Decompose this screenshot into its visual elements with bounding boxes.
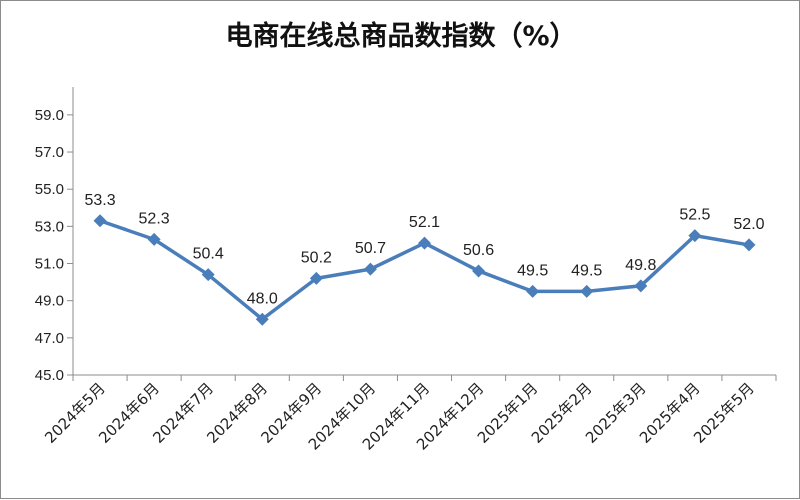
data-label: 53.3 (84, 192, 115, 209)
data-point (742, 238, 756, 252)
y-tick-label: 45.0 (35, 367, 64, 384)
data-point (418, 236, 431, 250)
data-label: 52.3 (139, 210, 170, 227)
data-point (93, 214, 107, 228)
y-tick-label: 57.0 (35, 144, 64, 161)
data-point (634, 279, 648, 293)
data-label: 48.0 (247, 290, 278, 307)
data-label: 49.5 (571, 262, 602, 279)
y-tick-label: 51.0 (35, 256, 64, 273)
data-point (201, 268, 215, 282)
data-point (147, 232, 161, 246)
y-tick-label: 59.0 (35, 107, 64, 124)
data-label: 50.4 (193, 246, 224, 263)
data-point (363, 262, 377, 276)
data-label: 49.5 (517, 262, 548, 279)
data-label: 50.7 (355, 240, 386, 257)
data-label: 50.6 (463, 242, 494, 259)
y-tick-label: 47.0 (35, 330, 64, 347)
chart-title: 电商在线总商品数指数（%） (225, 21, 576, 52)
data-point (526, 284, 540, 298)
data-label: 52.0 (733, 216, 764, 233)
data-point (472, 264, 486, 278)
y-tick-label: 55.0 (35, 181, 64, 198)
data-label: 49.8 (625, 257, 656, 274)
data-label: 50.2 (301, 249, 332, 266)
data-point (255, 312, 269, 326)
data-point (309, 271, 323, 285)
data-point (580, 284, 594, 298)
y-tick-label: 49.0 (35, 293, 64, 310)
data-label: 52.5 (679, 207, 710, 224)
data-point (688, 229, 702, 243)
data-label: 52.1 (409, 214, 440, 231)
data-labels: 53.3 52.3 50.4 48.0 50.2 50.7 52.1 50.6 49.5 49.5… (84, 192, 764, 307)
y-axis-ticks: 45.0 47.0 49.0 51.0 53.0 55.0 57.0 59.0 (35, 107, 73, 384)
series-line (93, 214, 756, 326)
x-axis-ticks: 2024年5月2024年6月2024年7月2024年8月2024年9月2024年… (41, 375, 777, 454)
y-tick-label: 53.0 (35, 218, 64, 235)
axes (72, 87, 776, 376)
